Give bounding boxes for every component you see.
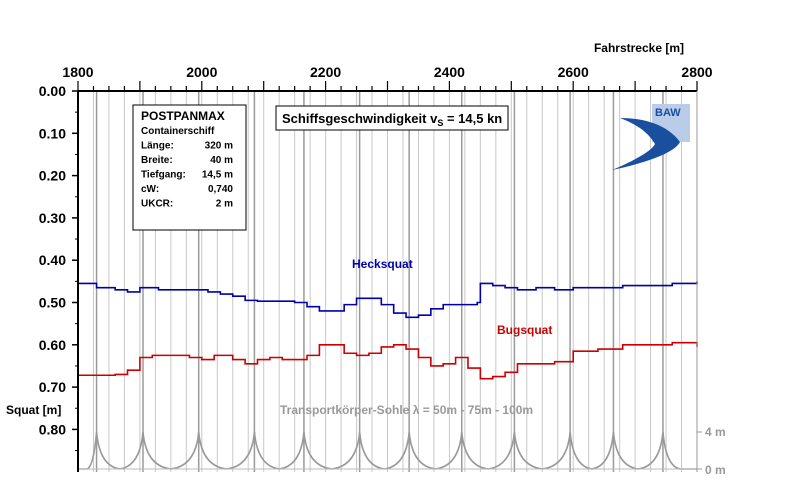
ship-info-box: POSTPANMAX Containerschiff Länge: 320 m Bre…: [132, 104, 247, 231]
ship-info-value: 2 m: [216, 199, 233, 210]
ship-info-label: UKCR:: [141, 199, 173, 210]
y-tick-label: 0.80: [39, 421, 66, 437]
y-tick-label: 0.20: [39, 168, 66, 184]
bed-profile-label: Transportkörper-Sohle λ = 50m - 75m - 10…: [280, 403, 533, 417]
ship-info-value: 14,5 m: [202, 170, 233, 181]
ship-info-label: Breite:: [141, 155, 173, 166]
y-axis-label: Squat [m]: [6, 403, 61, 417]
y-tick-label: 0.10: [39, 125, 66, 141]
baw-swoosh-icon: [612, 118, 680, 170]
y-tick-label: 0.30: [39, 210, 66, 226]
ship-info-value: 40 m: [210, 155, 233, 166]
x-tick-label: 2600: [558, 64, 589, 80]
ship-info-value: 320 m: [205, 141, 233, 152]
ship-info-label: Containerschiff: [141, 126, 215, 137]
series-layer: [78, 281, 698, 380]
bugsquat-label: Bugsquat: [497, 323, 552, 337]
ship-class-title: POSTPANMAX: [141, 109, 225, 123]
bed-profile: 4 m 0 m: [78, 425, 726, 477]
series-bugsquat: [78, 341, 698, 380]
series-hecksquat: [78, 281, 698, 319]
x-tick-label: 2400: [434, 64, 465, 80]
ship-info-label: cW:: [141, 184, 159, 195]
baw-logo: BAW: [612, 104, 690, 170]
hecksquat-label: Hecksquat: [352, 257, 413, 271]
y-tick-label: 0.40: [39, 252, 66, 268]
x-tick-label: 2200: [310, 64, 341, 80]
bed-axis-label: 0 m: [705, 463, 726, 477]
ship-info-rows: Containerschiff Länge: 320 m Breite: 40 m Tie…: [141, 126, 233, 210]
speed-text: Schiffsgeschwindigkeit vS = 14,5 kn: [282, 111, 502, 128]
x-axis-label: Fahrstrecke [m]: [594, 41, 684, 55]
speed-box: Schiffsgeschwindigkeit vS = 14,5 kn: [275, 105, 509, 131]
bed-axis-label: 4 m: [705, 425, 726, 439]
y-tick-label: 0.00: [39, 83, 66, 99]
logo-text: BAW: [655, 107, 681, 119]
ship-info-label: Tiefgang:: [141, 170, 186, 181]
ship-info-label: Länge:: [141, 141, 174, 152]
y-tick-label: 0.50: [39, 295, 66, 311]
y-tick-label: 0.70: [39, 379, 66, 395]
y-tick-label: 0.60: [39, 337, 66, 353]
x-tick-label: 2800: [681, 64, 712, 80]
axes: 1800 2000 2200 2400 2600 2800 0.00 0.10 0.20 0.30…: [39, 64, 713, 472]
x-tick-label: 1800: [62, 64, 93, 80]
ship-info-value: 0,740: [208, 184, 233, 195]
x-tick-label: 2000: [186, 64, 217, 80]
